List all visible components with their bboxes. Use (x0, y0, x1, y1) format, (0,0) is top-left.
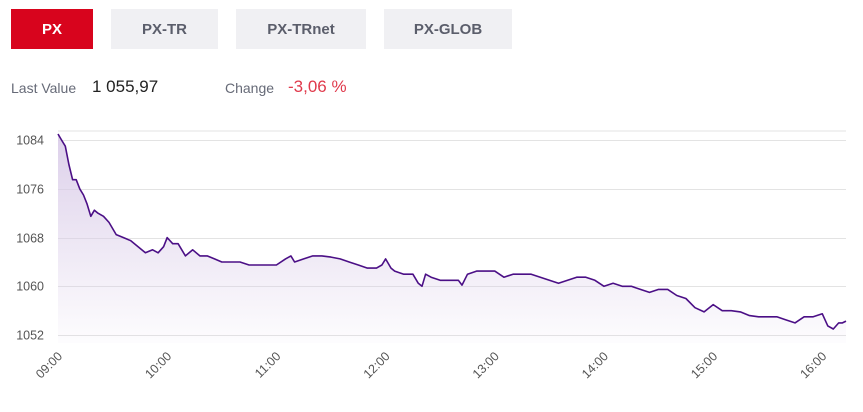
tab-px-trnet[interactable]: PX-TRnet (236, 9, 366, 49)
index-stats: Last Value 1 055,97 Change -3,06 % (11, 77, 611, 99)
x-tick-label: 09:00 (33, 349, 65, 381)
tab-px-tr[interactable]: PX-TR (111, 9, 218, 49)
x-tick-label: 11:00 (252, 349, 283, 380)
tab-px-glob[interactable]: PX-GLOB (384, 9, 512, 49)
last-value-label: Last Value (11, 80, 77, 96)
change-label: Change (225, 80, 275, 96)
y-tick-label: 1060 (16, 280, 44, 294)
x-tick-label: 12:00 (361, 349, 393, 381)
x-tick-label: 15:00 (688, 349, 720, 381)
series-area (58, 134, 846, 343)
x-tick-label: 14:00 (579, 349, 611, 381)
tab-px[interactable]: PX (11, 9, 93, 49)
change-value: -3,06 % (288, 77, 347, 96)
x-tick-label: 10:00 (142, 349, 174, 381)
y-tick-label: 1076 (16, 183, 44, 197)
y-tick-label: 1052 (16, 329, 44, 343)
series-line (57, 133, 847, 330)
x-tick-label: 16:00 (797, 349, 829, 381)
x-tick-label: 13:00 (470, 349, 502, 381)
y-tick-label: 1068 (16, 232, 44, 246)
index-tabs: PX PX-TR PX-TRnet PX-GLOB (11, 9, 512, 49)
y-tick-label: 1084 (16, 134, 44, 148)
last-value: 1 055,97 (92, 77, 159, 96)
